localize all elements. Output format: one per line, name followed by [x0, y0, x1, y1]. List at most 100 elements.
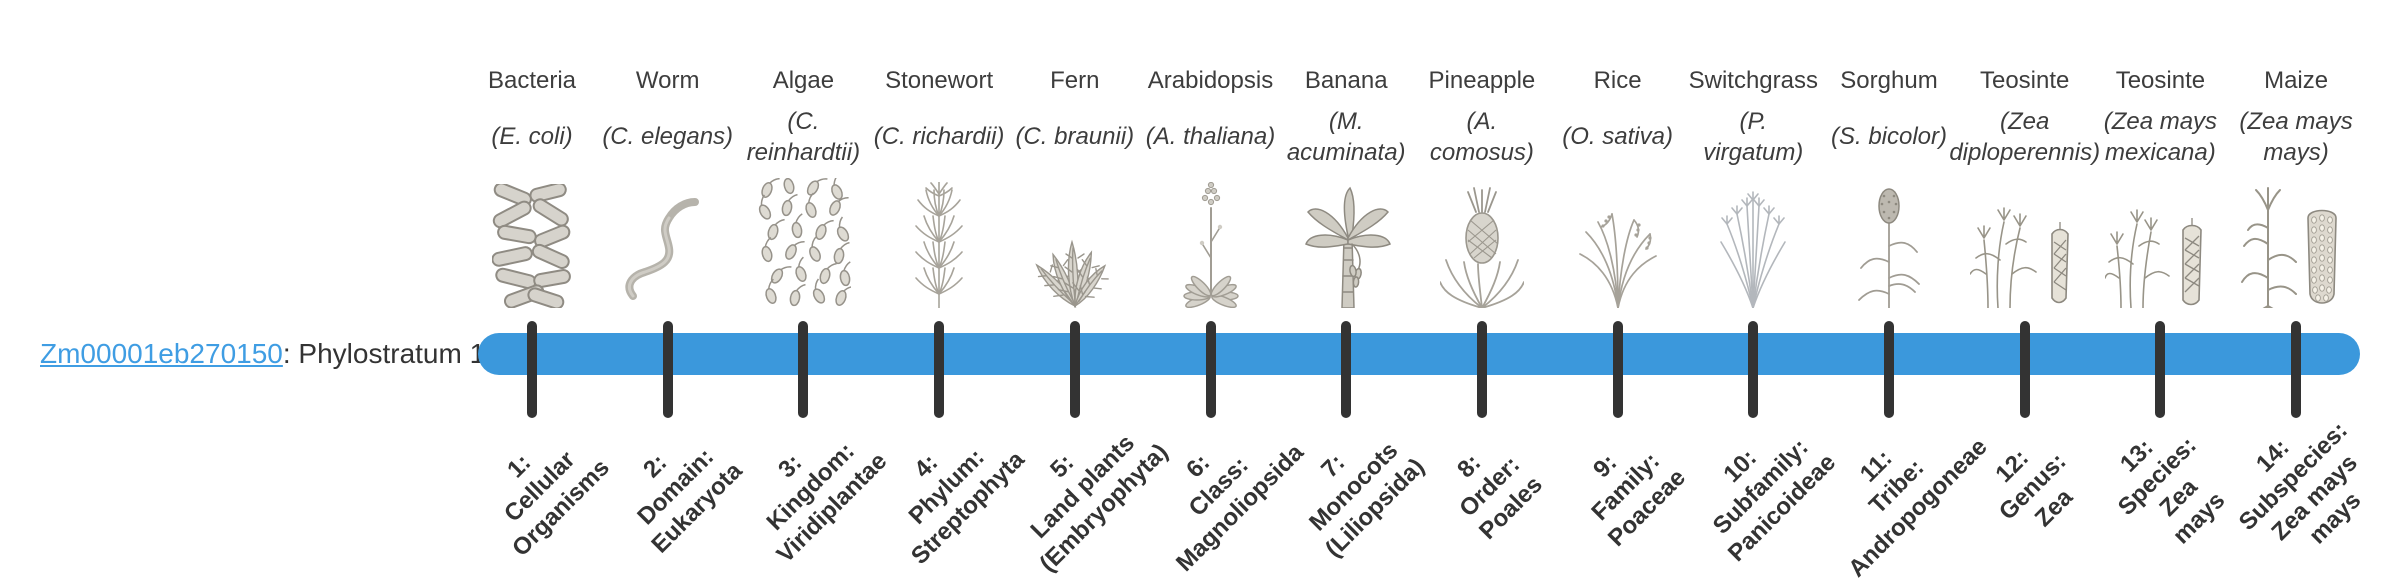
timeline-tick	[2019, 321, 2030, 418]
organism-scientific-name: (Zea mays mexicana)	[2103, 107, 2218, 166]
bacteria-icon	[492, 184, 571, 308]
algae-icon	[759, 178, 852, 307]
organism-name: Pineapple	[1428, 67, 1536, 94]
stage-label: 12: Genus: Zea	[1990, 444, 2078, 532]
timeline-tick	[1884, 321, 1894, 418]
stage-label: 10: Subfamily: Panicoideae	[1708, 433, 1841, 567]
stratum-column: Arabidopsis (A. thaliana)	[1143, 62, 1308, 577]
timeline-tick	[1341, 321, 1352, 418]
organism-scientific-name: (A. thaliana)	[1145, 123, 1276, 151]
timeline-tick	[662, 321, 673, 418]
stratum-column: Worm (C. elegans) 2: Domain: Eukaryota	[600, 62, 747, 558]
stratum-column: Pineapple (A. comosus)	[1414, 62, 1550, 545]
organism-illustration	[2228, 174, 2364, 308]
organism-name: Rice	[1593, 67, 1642, 94]
stage-label: 14: Subspecies: Zea mays mays	[2234, 417, 2367, 550]
organism-name: Algae	[772, 67, 835, 94]
rice-icon	[1578, 213, 1657, 308]
organism-illustration	[735, 174, 871, 308]
timeline-tick	[2291, 321, 2302, 418]
banana-icon	[1305, 186, 1392, 308]
organism-illustration	[1821, 174, 1957, 308]
stage-label: 2: Domain: Eukaryota	[632, 443, 747, 559]
stratum-column: Teosinte (Zea diploperennis)	[1949, 62, 2101, 532]
organism-scientific-name: (Zea mays mays)	[2239, 107, 2353, 166]
organism-scientific-name: (Zea diploperennis)	[1949, 107, 2101, 166]
stratum-column: Fern (C. braunii) 5: Land plants (Embryo…	[1007, 62, 1172, 577]
stage-label: 11: Tribe: Andropogoneae	[1843, 433, 1993, 580]
sorghum-icon	[1858, 188, 1920, 308]
organism-illustration	[871, 174, 1007, 308]
arabidopsis-icon	[1182, 182, 1239, 308]
stage-label: 1: Cellular Organisms	[499, 446, 615, 562]
organism-scientific-name: (M. acuminata)	[1286, 107, 1406, 166]
organism-illustration	[1278, 174, 1414, 308]
stratum-column: Stonewort (C. richardii) 4: Phylum: Stre…	[871, 62, 1030, 569]
organism-name: Sorghum	[1840, 67, 1938, 94]
organism-illustration	[1414, 174, 1550, 308]
pineapple-icon	[1439, 187, 1524, 308]
organism-illustration	[1143, 174, 1279, 308]
organism-illustration	[1550, 174, 1686, 308]
organism-illustration	[2092, 174, 2228, 308]
organism-name: Teosinte	[1979, 67, 2070, 94]
gene-label: Zm00001eb270150: Phylostratum 1	[40, 333, 485, 375]
organism-illustration	[1007, 174, 1143, 308]
organism-name: Arabidopsis	[1147, 67, 1274, 94]
stage-label: 8: Order: Poales	[1452, 449, 1548, 545]
organism-name: Bacteria	[487, 67, 577, 94]
stratum-column: Algae (C. reinhardtii)	[735, 62, 893, 568]
gene-stratum-text: : Phylostratum 1	[282, 338, 486, 369]
organism-scientific-name: (E. coli)	[491, 123, 573, 151]
teosinte-mexicana-icon	[2105, 209, 2203, 308]
stratum-column: Rice (O. sativa)	[1550, 62, 1690, 552]
organism-illustration	[600, 174, 736, 308]
organism-illustration	[464, 174, 600, 308]
organism-name: Maize	[2264, 67, 2329, 94]
stratum-column: Sorghum (S. bicolor)	[1821, 62, 1992, 580]
timeline-tick	[1612, 321, 1623, 418]
timeline-tick	[527, 321, 537, 418]
stage-label: 6: Class: Magnoliopsida	[1170, 438, 1309, 577]
stage-label: 9: Family: Poaceae	[1586, 447, 1691, 552]
stage-label: 5: Land plants (Embryophyta)	[1025, 429, 1173, 578]
stonewort-icon	[915, 182, 963, 308]
organism-illustration	[1957, 174, 2093, 308]
stage-label: 7: Monocots (Liliopsida)	[1304, 437, 1430, 563]
organism-scientific-name: (C. reinhardtii)	[746, 107, 861, 166]
timeline-tick	[1476, 321, 1487, 418]
organism-name: Worm	[635, 67, 700, 94]
timeline-tick	[1205, 321, 1216, 418]
stage-label: 4: Phylum: Streptophyta	[903, 443, 1030, 570]
stratum-column: Teosinte (Zea mays mexicana)	[2092, 62, 2231, 549]
organism-scientific-name: (C. elegans)	[602, 123, 734, 151]
timeline-tick	[2155, 321, 2166, 418]
organism-name: Stonewort	[885, 67, 994, 94]
stratum-column: Maize (Zea mays mays)	[2228, 62, 2366, 549]
worm-icon	[625, 198, 699, 300]
organism-scientific-name: (S. bicolor)	[1830, 123, 1948, 151]
organism-scientific-name: (C. richardii)	[873, 123, 1005, 151]
timeline-bar	[478, 333, 2360, 375]
gene-link[interactable]: Zm00001eb270150	[40, 338, 283, 369]
switchgrass-icon	[1720, 191, 1787, 308]
organism-illustration	[1685, 174, 1821, 308]
organism-scientific-name: (A. comosus)	[1429, 107, 1534, 166]
fern-icon	[1035, 239, 1109, 308]
organism-scientific-name: (P. virgatum)	[1703, 107, 1804, 166]
timeline-tick	[1069, 321, 1080, 418]
organism-name: Banana	[1304, 67, 1388, 94]
organism-scientific-name: (O. sativa)	[1562, 123, 1673, 151]
organism-name: Switchgrass	[1688, 67, 1818, 94]
timeline-tick	[1748, 321, 1759, 418]
maize-icon	[2241, 187, 2337, 308]
stratum-column: Banana (M. acuminata) 7:	[1278, 62, 1430, 562]
stage-label: 3: Kingdom: Viridiplantae	[762, 437, 893, 568]
timeline-tick	[798, 321, 809, 418]
stratum-column: Switchgrass (P. virgatum)	[1685, 62, 1841, 567]
organism-name: Teosinte	[2115, 67, 2206, 94]
stratum-column: Bacteria (E. coli)	[464, 62, 615, 561]
organism-name: Fern	[1050, 67, 1100, 94]
organism-scientific-name: (C. braunii)	[1015, 123, 1135, 151]
